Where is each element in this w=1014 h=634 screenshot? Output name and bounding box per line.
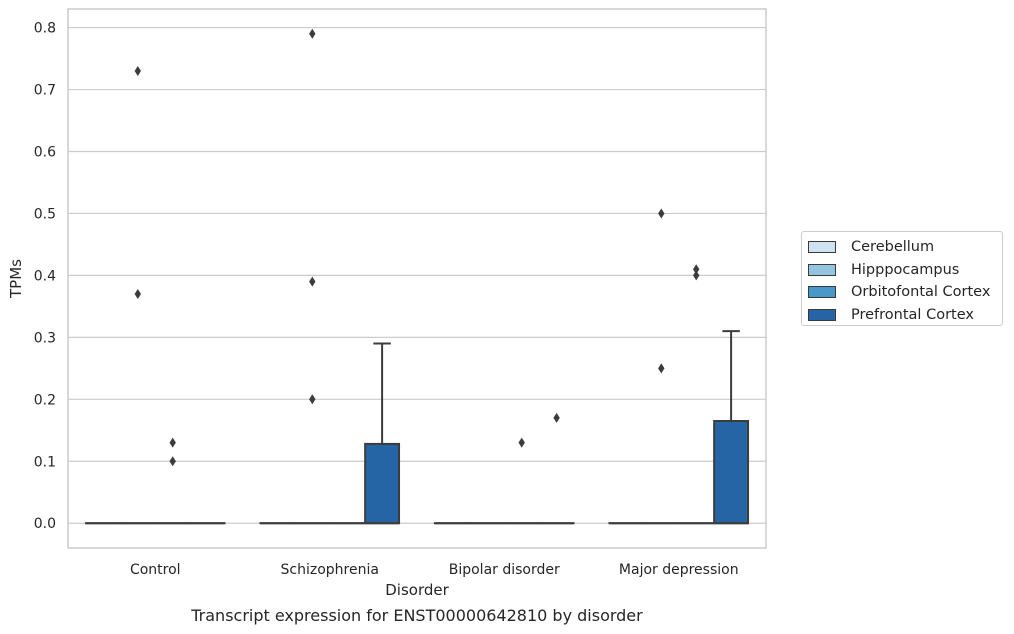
legend-swatch <box>808 308 836 321</box>
legend-swatch <box>808 241 836 254</box>
outlier-point <box>169 456 176 467</box>
outlier-point <box>309 394 316 405</box>
box-0-2 <box>154 437 191 525</box>
legend-label: Hipppocampus <box>851 261 960 278</box>
boxes <box>84 28 750 525</box>
y-tick-label: 0.7 <box>34 83 56 99</box>
x-axis-title: Disorder <box>385 581 449 599</box>
y-axis-title: TPMs <box>7 259 25 299</box>
y-tick-label: 0.8 <box>34 21 56 37</box>
x-tick-label: Bipolar disorder <box>449 562 560 578</box>
legend-item: Prefrontal Cortex <box>808 304 1002 327</box>
legend-item: Orbitofontal Cortex <box>808 281 1002 304</box>
legend-label: Prefrontal Cortex <box>851 306 974 323</box>
grid-lines <box>68 26 766 524</box>
x-tick-label: Schizophrenia <box>281 562 379 578</box>
box <box>364 442 401 525</box>
outlier-point <box>693 270 700 281</box>
outlier-point <box>658 363 665 374</box>
box-3-1 <box>643 208 680 525</box>
legend-item: Hipppocampus <box>808 259 1002 282</box>
y-tick-label: 0.0 <box>34 516 56 532</box>
legend-swatch <box>808 263 836 276</box>
y-tick-label: 0.4 <box>34 268 56 284</box>
legend-swatch <box>808 286 836 299</box>
x-axis-ticks: Control Schizophrenia Bipolar disorder Majo… <box>130 562 739 578</box>
chart-caption: Transcript expression for ENST0000064281… <box>191 606 643 625</box>
outlier-point <box>309 28 316 39</box>
y-axis-ticks: 0.0 0.1 0.2 0.3 0.4 0.5 0.6 0.7 0.8 <box>34 21 56 533</box>
x-tick-label: Major depression <box>619 562 739 578</box>
legend-item: Cerebellum <box>808 236 1002 259</box>
legend-label: Cerebellum <box>851 239 935 256</box>
box-3-3 <box>713 330 750 525</box>
legend: Cerebellum Hipppocampus Orbitofontal Corte… <box>801 231 1003 326</box>
x-tick-label: Control <box>130 562 181 578</box>
box <box>713 419 750 525</box>
box-2-3 <box>538 412 575 525</box>
y-tick-label: 0.5 <box>34 206 56 222</box>
outlier-point <box>658 208 665 219</box>
box-2-2 <box>503 437 540 525</box>
y-tick-label: 0.2 <box>34 392 56 408</box>
outlier-point <box>309 276 316 287</box>
outlier-point <box>553 412 560 423</box>
outlier-point <box>134 288 141 299</box>
plot-frame <box>67 8 767 549</box>
outlier-point <box>693 264 700 275</box>
y-tick-label: 0.6 <box>34 144 56 160</box>
outlier-point <box>134 65 141 76</box>
box-0-1 <box>119 65 156 525</box>
legend-label: Orbitofontal Cortex <box>851 284 991 301</box>
box-1-1 <box>294 28 331 525</box>
y-tick-label: 0.1 <box>34 454 56 470</box>
outlier-point <box>518 437 525 448</box>
box-1-3 <box>364 342 401 525</box>
y-tick-label: 0.3 <box>34 330 56 346</box>
outlier-point <box>169 437 176 448</box>
box-3-2 <box>678 264 715 525</box>
